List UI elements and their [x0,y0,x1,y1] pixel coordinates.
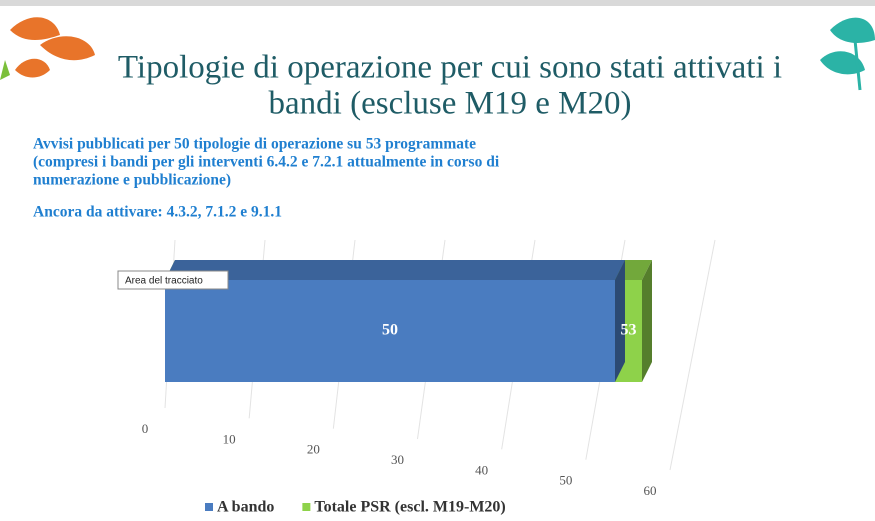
grid-line [669,239,716,471]
legend-swatch [205,503,213,511]
subtitle-line: Avvisi pubblicati per 50 tipologie di op… [33,136,476,153]
bar-side [615,260,625,382]
title-line: bandi (escluse M19 e M20) [269,86,632,122]
leaf-right [820,17,875,91]
x-tick-label: 20 [307,442,320,457]
title-line: Tipologie di operazione per cui sono sta… [118,50,782,86]
legend-label: A bando [217,499,274,516]
value-label: 53 [621,322,637,339]
top-bar [0,0,875,6]
legend-swatch [302,503,311,511]
x-tick-label: 10 [223,431,236,446]
note: Ancora da attivare: 4.3.2, 7.1.2 e 9.1.1 [33,204,282,221]
tooltip: Area del tracciato [117,270,229,290]
x-tick-label: 40 [475,462,488,477]
subtitle-line: (compresi i bandi per gli interventi 6.4… [33,154,500,171]
legend-label: Totale PSR (escl. M19-M20) [314,499,505,516]
tooltip-box [117,270,229,290]
plot-area: 0 10 20 30 40 50 60 53 50 A bando Totale PSR (escl… [142,239,716,516]
x-tick-label: 50 [559,473,572,488]
bar [165,280,615,382]
value-label: 50 [382,322,398,339]
x-tick-label: 0 [142,421,149,436]
x-tick-label: 60 [644,483,657,498]
bar-top [165,260,625,280]
tooltip-text: Area del tracciato [125,276,203,287]
bar-side [642,260,652,382]
leaf-left [0,17,95,80]
x-tick-label: 30 [391,452,404,467]
subtitle-line: numerazione e pubblicazione) [33,172,231,189]
